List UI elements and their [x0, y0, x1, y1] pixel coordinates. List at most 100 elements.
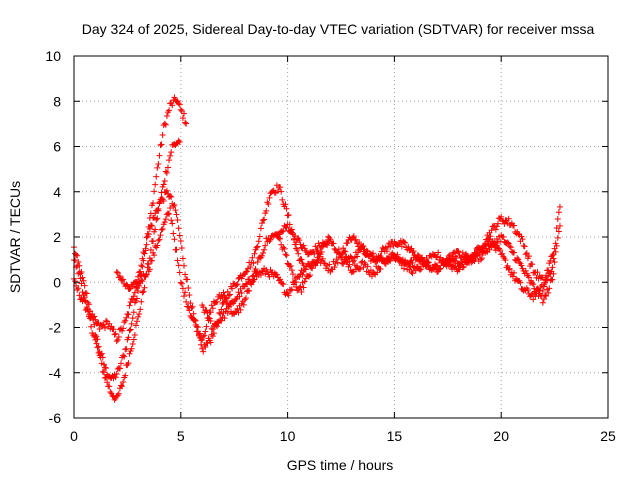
data-point: [129, 340, 136, 347]
data-point: [289, 271, 296, 278]
data-point: [319, 255, 326, 262]
data-point: [307, 272, 314, 279]
data-point: [87, 315, 94, 322]
data-point: [254, 258, 261, 265]
data-point: [209, 326, 216, 333]
data-point: [158, 226, 165, 233]
data-point: [377, 265, 384, 272]
data-point: [168, 193, 175, 200]
data-point: [135, 313, 142, 320]
data-point: [172, 207, 179, 214]
series-track-a: [71, 94, 190, 382]
data-point: [88, 323, 95, 330]
data-point: [398, 243, 405, 250]
data-point: [488, 227, 495, 234]
data-point: [77, 275, 84, 282]
data-point: [187, 300, 194, 307]
data-point: [101, 375, 108, 382]
data-point: [251, 250, 258, 257]
data-point: [518, 262, 525, 269]
data-point: [266, 194, 273, 201]
data-point: [135, 288, 142, 295]
data-point: [136, 310, 143, 317]
data-point: [176, 139, 183, 146]
data-point: [257, 225, 264, 232]
data-point: [157, 142, 164, 149]
data-point: [383, 248, 390, 255]
data-point: [515, 231, 522, 238]
data-point: [171, 94, 178, 101]
data-point: [176, 269, 183, 276]
data-point: [405, 243, 412, 250]
data-point: [181, 110, 188, 117]
data-point: [398, 262, 405, 269]
data-point: [146, 266, 153, 273]
data-point: [74, 252, 81, 259]
data-point: [464, 254, 471, 261]
data-point: [549, 252, 556, 259]
data-point: [552, 240, 559, 247]
data-point: [91, 333, 98, 340]
data-point: [229, 285, 236, 292]
data-point: [237, 306, 244, 313]
data-point: [209, 333, 216, 340]
data-point: [551, 259, 558, 266]
data-point: [161, 120, 168, 127]
data-point: [354, 253, 361, 260]
data-point: [115, 390, 122, 397]
data-point: [153, 173, 160, 180]
data-point: [182, 271, 189, 278]
data-point: [104, 379, 111, 386]
data-point: [476, 251, 483, 258]
data-point: [407, 263, 414, 270]
data-point: [108, 390, 115, 397]
data-point: [129, 283, 136, 290]
data-point: [125, 334, 132, 341]
data-point: [298, 256, 305, 263]
data-point: [509, 273, 516, 280]
data-point: [494, 220, 501, 227]
y-tick-label: -4: [49, 365, 62, 381]
data-point: [547, 257, 554, 264]
data-point: [156, 199, 163, 206]
data-point: [234, 281, 241, 288]
data-point: [207, 339, 214, 346]
y-tick-label: 10: [45, 48, 61, 64]
data-point: [156, 236, 163, 243]
data-point: [183, 120, 190, 127]
data-point: [117, 360, 124, 367]
data-point: [257, 271, 264, 278]
data-point: [130, 336, 137, 343]
data-point: [374, 269, 381, 276]
data-point: [358, 243, 365, 250]
data-point: [287, 262, 294, 269]
data-point: [169, 102, 176, 109]
data-point: [264, 268, 271, 275]
data-point: [125, 311, 132, 318]
data-point: [507, 244, 514, 251]
data-point: [450, 250, 457, 257]
data-point: [166, 157, 173, 164]
data-point: [139, 263, 146, 270]
data-point: [491, 239, 498, 246]
data-point: [201, 332, 208, 339]
data-point: [152, 210, 159, 217]
data-point: [482, 240, 489, 247]
data-point: [244, 268, 251, 275]
data-point: [74, 262, 81, 269]
data-point: [293, 245, 300, 252]
data-point: [76, 269, 83, 276]
data-point: [377, 253, 384, 260]
x-axis-label: GPS time / hours: [287, 457, 394, 473]
data-point: [431, 262, 438, 269]
data-point: [263, 207, 270, 214]
data-point: [122, 346, 129, 353]
data-point: [261, 246, 268, 253]
data-point: [460, 263, 467, 270]
data-point: [224, 309, 231, 316]
data-point: [543, 292, 550, 299]
data-point: [163, 187, 170, 194]
data-point: [326, 261, 333, 268]
data-point: [546, 285, 553, 292]
